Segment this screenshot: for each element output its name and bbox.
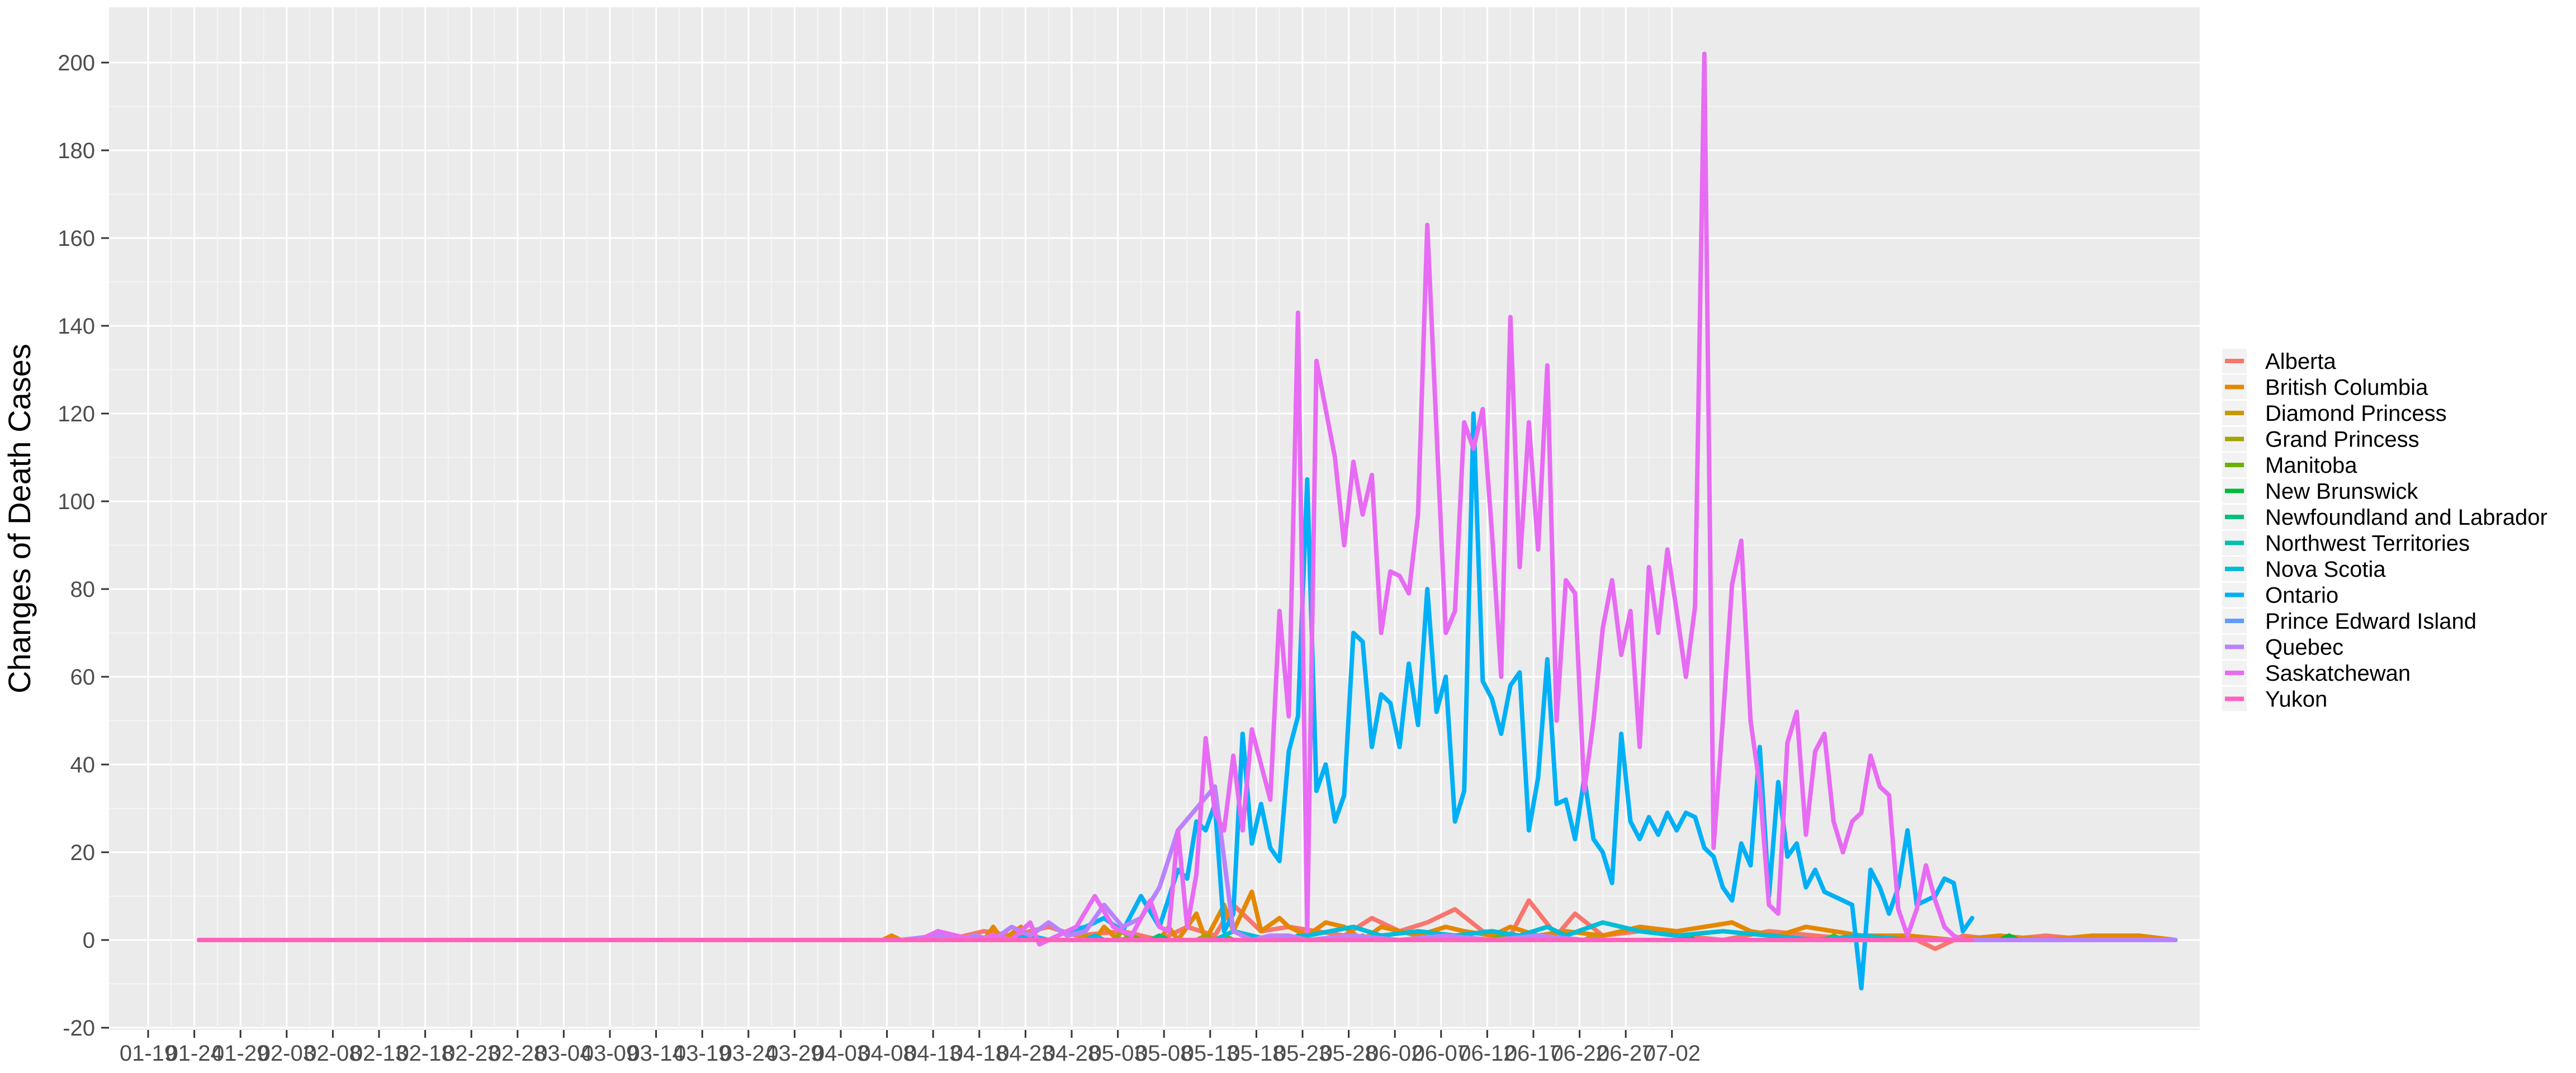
- x-tick-label: 06-27: [1597, 1041, 1654, 1066]
- x-tick-label: 02-28: [489, 1041, 546, 1066]
- x-tick-label: 04-08: [858, 1041, 915, 1066]
- x-tick-label: 05-08: [1135, 1041, 1192, 1066]
- x-tick-label: 02-13: [351, 1041, 408, 1066]
- x-tick-label: 02-18: [396, 1041, 453, 1066]
- x-tick-label: 02-03: [258, 1041, 315, 1066]
- x-tick-label: 06-02: [1366, 1041, 1423, 1066]
- x-tick-label: 06-17: [1505, 1041, 1562, 1066]
- x-tick-label: 06-07: [1413, 1041, 1470, 1066]
- y-tick-label: 120: [58, 402, 95, 426]
- y-tick-label: 20: [70, 841, 96, 865]
- y-tick-label: 200: [58, 51, 95, 75]
- plot-panel: [109, 7, 2200, 1030]
- x-tick-label: 02-23: [443, 1041, 500, 1066]
- x-tick-label: 03-19: [674, 1041, 731, 1066]
- series-lines: [197, 51, 2178, 991]
- x-tick-label: 03-04: [535, 1041, 592, 1066]
- legend-label: Manitoba: [2265, 453, 2357, 478]
- legend-label: Prince Edward Island: [2265, 609, 2476, 634]
- y-tick-label: 180: [58, 139, 95, 163]
- legend-label: Newfoundland and Labrador: [2265, 505, 2547, 530]
- legend-label: Grand Princess: [2265, 428, 2419, 452]
- y-tick-label: 40: [70, 753, 96, 777]
- legend-label: Diamond Princess: [2265, 401, 2447, 426]
- x-tick-label: 06-12: [1459, 1041, 1516, 1066]
- x-tick-label: 05-28: [1320, 1041, 1377, 1066]
- x-tick-label: 05-13: [1182, 1041, 1239, 1066]
- legend-label: New Brunswick: [2265, 479, 2418, 504]
- y-tick-label: 160: [58, 226, 95, 251]
- y-axis-ticks: -20 0 20 40 60 80 100 120 140 160 180 200: [58, 51, 109, 1041]
- x-tick-label: 04-23: [997, 1041, 1054, 1066]
- y-tick-label: 0: [83, 928, 95, 953]
- x-tick-label: 04-18: [951, 1041, 1008, 1066]
- x-axis-ticks: 01-1901-2401-2902-0302-0802-1302-1802-23…: [120, 1030, 1701, 1066]
- legend-label: British Columbia: [2265, 376, 2428, 400]
- x-tick-label: 01-24: [165, 1041, 222, 1066]
- x-tick-label: 01-29: [212, 1041, 269, 1066]
- x-tick-label: 03-14: [627, 1041, 684, 1066]
- legend-label: Northwest Territories: [2265, 531, 2470, 556]
- legend-label: Quebec: [2265, 635, 2343, 660]
- x-tick-label: 05-18: [1228, 1041, 1285, 1066]
- x-tick-label: 04-28: [1043, 1041, 1100, 1066]
- x-tick-label: 07-02: [1644, 1041, 1701, 1066]
- y-tick-label: 60: [70, 665, 96, 690]
- legend-label: Nova Scotia: [2265, 557, 2386, 582]
- series-line-saskatchewan: [197, 51, 1966, 947]
- y-tick-label: 140: [58, 314, 95, 339]
- y-axis-title: Changes of Death Cases: [2, 344, 37, 694]
- x-tick-label: 01-19: [120, 1041, 177, 1066]
- y-tick-label: 100: [58, 490, 95, 514]
- x-tick-label: 05-03: [1089, 1041, 1146, 1066]
- x-tick-label: 03-24: [720, 1041, 777, 1066]
- y-tick-label: 80: [70, 577, 96, 602]
- legend-label: Saskatchewan: [2265, 661, 2411, 686]
- legend-label: Alberta: [2265, 349, 2336, 374]
- x-tick-label: 05-23: [1274, 1041, 1331, 1066]
- x-tick-label: 04-13: [905, 1041, 962, 1066]
- x-tick-label: 04-03: [812, 1041, 869, 1066]
- legend-label: Yukon: [2265, 687, 2327, 712]
- x-tick-label: 06-22: [1551, 1041, 1608, 1066]
- x-tick-label: 03-09: [581, 1041, 638, 1066]
- legend-label: Ontario: [2265, 583, 2338, 608]
- x-tick-label: 02-08: [304, 1041, 361, 1066]
- y-tick-label: -20: [63, 1016, 95, 1041]
- x-tick-label: 03-29: [766, 1041, 823, 1066]
